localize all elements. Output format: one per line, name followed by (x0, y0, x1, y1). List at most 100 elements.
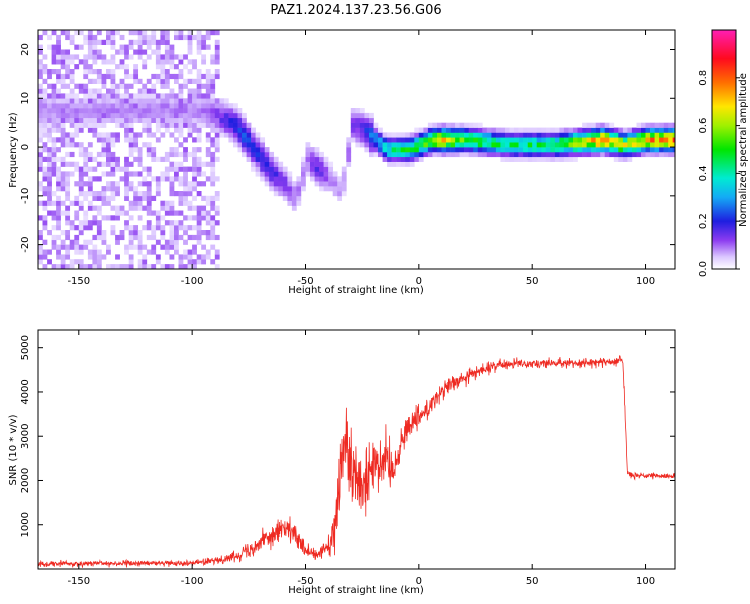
spectrogram-cell (69, 117, 75, 123)
spectrogram-cell (119, 166, 125, 172)
spectrogram-cell (164, 30, 170, 36)
spectrogram-cell (160, 69, 166, 75)
spectrogram-cell (115, 210, 120, 216)
spectrogram-cell (128, 205, 134, 211)
spectrogram-cell (672, 142, 675, 148)
y-tick-label: 10 (20, 92, 31, 105)
spectrogram-cell (527, 142, 533, 148)
spectrogram-cell (604, 132, 610, 138)
spectrogram-cell (477, 122, 483, 128)
spectrogram-cell (196, 210, 202, 216)
spectrogram-cell (60, 264, 66, 269)
spectrogram-cell (183, 103, 188, 109)
spectrogram-cell (387, 151, 392, 158)
spectrogram-cell (668, 142, 674, 148)
spectrogram-cell (142, 39, 148, 45)
spectrogram-cell (319, 151, 324, 158)
spectrogram-cell (446, 142, 451, 148)
spectrogram-cell (505, 142, 510, 148)
spectrogram-cell (269, 156, 275, 162)
spectrogram-cell (233, 142, 238, 148)
spectrogram-cell (78, 127, 84, 133)
spectrogram-cell (142, 30, 148, 36)
spectrogram-cell (69, 122, 75, 128)
spectrogram-cell (414, 127, 420, 133)
spectrogram-cell (128, 234, 134, 241)
spectrogram-cell (201, 59, 207, 65)
y-tick-label: 5000 (20, 335, 31, 360)
spectrogram-cell (573, 127, 578, 133)
spectrogram-cell (101, 108, 107, 114)
spectrogram-cell (124, 137, 129, 143)
spectrogram-cell (155, 259, 161, 265)
spectrogram-cell (92, 132, 98, 138)
spectrogram-cell (328, 186, 334, 192)
spectrogram-cell (296, 191, 302, 197)
spectrogram-cell (260, 176, 266, 182)
spectrogram-cell (38, 88, 43, 94)
spectrogram-cell (146, 264, 152, 269)
spectrogram-cell (74, 117, 80, 123)
spectrogram-cell (495, 132, 501, 138)
spectrogram-cell (246, 132, 252, 138)
spectrogram-cell (142, 254, 148, 260)
spectrogram-cell (174, 161, 179, 167)
spectrogram-cell (278, 181, 284, 187)
spectrogram-cell (201, 83, 207, 89)
spectrogram-cell (255, 132, 261, 138)
spectrogram-cell (128, 147, 134, 153)
spectrogram-cell (187, 264, 193, 269)
spectrogram-cell (169, 151, 175, 158)
spectrogram-cell (187, 234, 193, 241)
spectrogram-cell (187, 151, 193, 158)
spectrogram-cell (210, 195, 216, 201)
spectrogram-cell (60, 176, 66, 182)
spectrogram-cell (65, 69, 71, 75)
spectrogram-cell (205, 200, 211, 206)
spectrogram-cell (174, 93, 179, 99)
spectrogram-cell (350, 122, 356, 128)
spectrogram-cell (174, 171, 179, 177)
spectrogram-cell (210, 112, 216, 119)
spectrogram-cell (137, 171, 143, 177)
spectrogram-cell (536, 137, 542, 143)
spectrogram-cell (160, 234, 166, 241)
spectrogram-cell (178, 103, 184, 109)
spectrogram-cell (514, 156, 519, 162)
spectrogram-cell (205, 30, 211, 36)
spectrogram-cell (319, 186, 324, 192)
spectrogram-cell (192, 176, 197, 182)
spectrogram-cell (151, 103, 157, 109)
spectrogram-cell (663, 122, 669, 128)
spectrogram-cell (155, 210, 161, 216)
spectrogram-cell (128, 98, 134, 104)
x-tick-label: -100 (181, 276, 204, 287)
spectrogram-cell (74, 239, 80, 245)
y-tick-label: 2000 (20, 468, 31, 493)
spectrogram-cell (96, 205, 102, 211)
spectrogram-cell (169, 44, 175, 50)
spectrogram-cell (92, 108, 98, 114)
spectrogram-cell (233, 122, 238, 128)
spectrogram-cell (56, 166, 61, 172)
spectrogram-cell (110, 117, 116, 123)
spectrogram-cell (74, 122, 80, 128)
spectrogram-cell (78, 103, 84, 109)
spectrogram-cell (42, 205, 48, 211)
spectrogram-cell (668, 137, 674, 143)
spectrogram-cell (146, 142, 152, 148)
spectrogram-cell (396, 132, 402, 138)
spectrogram-cell (155, 191, 161, 197)
spectrogram-cell (178, 54, 184, 60)
spectrogram-cell (314, 161, 320, 167)
spectrogram-cell (282, 186, 288, 192)
spectrogram-cell (151, 117, 157, 123)
spectrogram-cell (178, 191, 184, 197)
spectrogram-cell (160, 78, 166, 84)
spectrogram-cell (559, 137, 565, 143)
spectrogram-cell (468, 142, 474, 148)
spectrogram-cell (146, 151, 152, 158)
spectrogram-cell (51, 166, 57, 172)
spectrogram-cell (550, 132, 556, 138)
spectrogram-cell (518, 132, 524, 138)
